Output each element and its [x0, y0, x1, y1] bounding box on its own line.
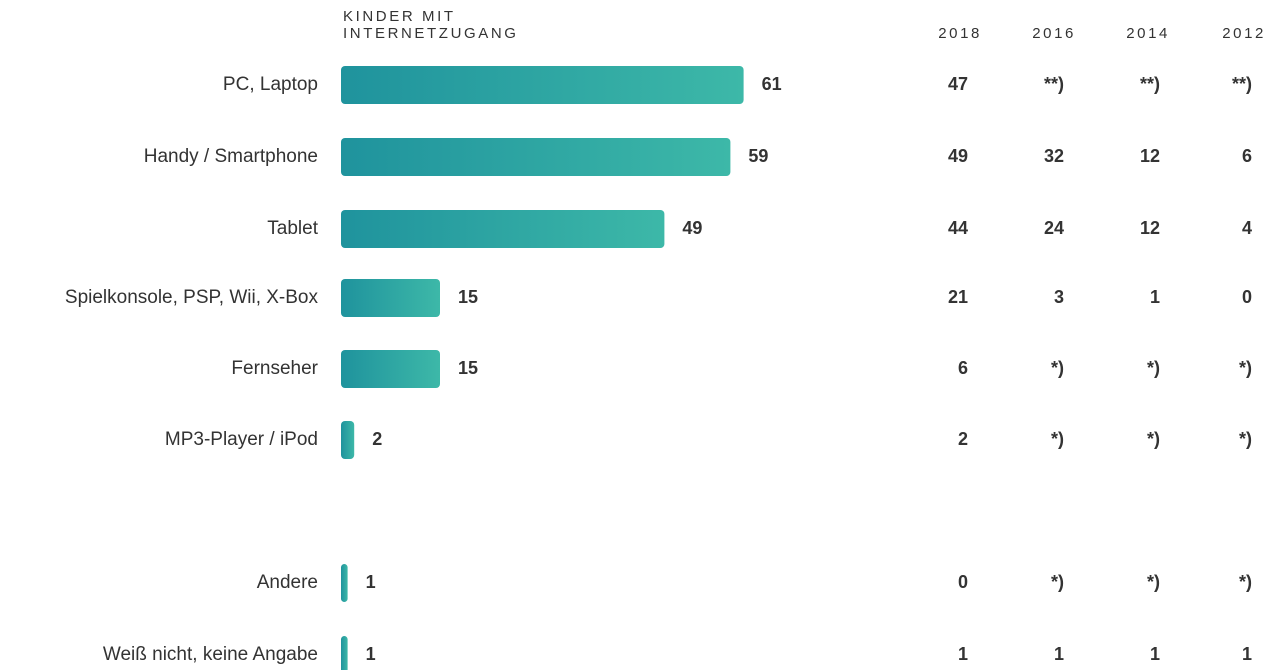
- column-header: 2016: [1032, 25, 1076, 42]
- table-cell: 47: [948, 74, 968, 94]
- table-cell: 1: [1150, 287, 1160, 307]
- value-label: 49: [682, 218, 702, 238]
- category-label: Andere: [257, 572, 318, 593]
- category-label: MP3-Player / iPod: [165, 429, 318, 450]
- bar: [341, 421, 355, 459]
- table-cell: **): [1232, 74, 1252, 94]
- table-cell: *): [1239, 429, 1252, 449]
- bar: [341, 210, 665, 248]
- column-header: 2012: [1222, 25, 1266, 42]
- category-label: Weiß nicht, keine Angabe: [103, 644, 318, 665]
- table-cell: 21: [948, 287, 968, 307]
- table-cell: 1: [1054, 644, 1064, 664]
- category-label: Handy / Smartphone: [144, 146, 318, 167]
- table-cell: *): [1051, 429, 1064, 449]
- table-cell: *): [1239, 358, 1252, 378]
- column-header: 2014: [1126, 25, 1170, 42]
- table-cell: 49: [948, 146, 968, 166]
- table-cell: 4: [1242, 218, 1252, 238]
- table-cell: 1: [1150, 644, 1160, 664]
- value-label: 15: [458, 358, 478, 378]
- table-cell: *): [1239, 572, 1252, 592]
- table-cell: 0: [958, 572, 968, 592]
- table-cell: *): [1051, 358, 1064, 378]
- table-cell: 6: [958, 358, 968, 378]
- category-label: PC, Laptop: [223, 74, 318, 95]
- value-label: 2: [372, 429, 382, 449]
- bar: [341, 564, 348, 602]
- table-cell: 0: [1242, 287, 1252, 307]
- table-cell: 2: [958, 429, 968, 449]
- table-cell: 44: [948, 218, 968, 238]
- table-cell: 12: [1140, 146, 1160, 166]
- table-cell: 6: [1242, 146, 1252, 166]
- table-cell: *): [1051, 572, 1064, 592]
- table-cell: 12: [1140, 218, 1160, 238]
- category-label: Spielkonsole, PSP, Wii, X-Box: [65, 287, 319, 308]
- bar: [341, 636, 348, 670]
- table-cell: *): [1147, 572, 1160, 592]
- table-cell: 3: [1054, 287, 1064, 307]
- bar: [341, 138, 731, 176]
- value-label: 1: [366, 644, 376, 664]
- table-cell: 32: [1044, 146, 1064, 166]
- table-cell: **): [1140, 74, 1160, 94]
- value-label: 59: [748, 146, 768, 166]
- table-cell: 1: [958, 644, 968, 664]
- bar: [341, 350, 440, 388]
- table-cell: 1: [1242, 644, 1252, 664]
- category-label: Fernseher: [231, 358, 318, 379]
- table-cell: **): [1044, 74, 1064, 94]
- value-label: 61: [762, 74, 782, 94]
- table-cell: 24: [1044, 218, 1064, 238]
- category-label: Tablet: [267, 218, 318, 239]
- bar: [341, 279, 440, 317]
- column-header: 2018: [938, 25, 982, 42]
- table-cell: *): [1147, 358, 1160, 378]
- value-label: 1: [366, 572, 376, 592]
- bar: [341, 66, 744, 104]
- table-cell: *): [1147, 429, 1160, 449]
- chart-title: KINDER MIT INTERNETZUGANG: [343, 8, 519, 42]
- value-label: 15: [458, 287, 478, 307]
